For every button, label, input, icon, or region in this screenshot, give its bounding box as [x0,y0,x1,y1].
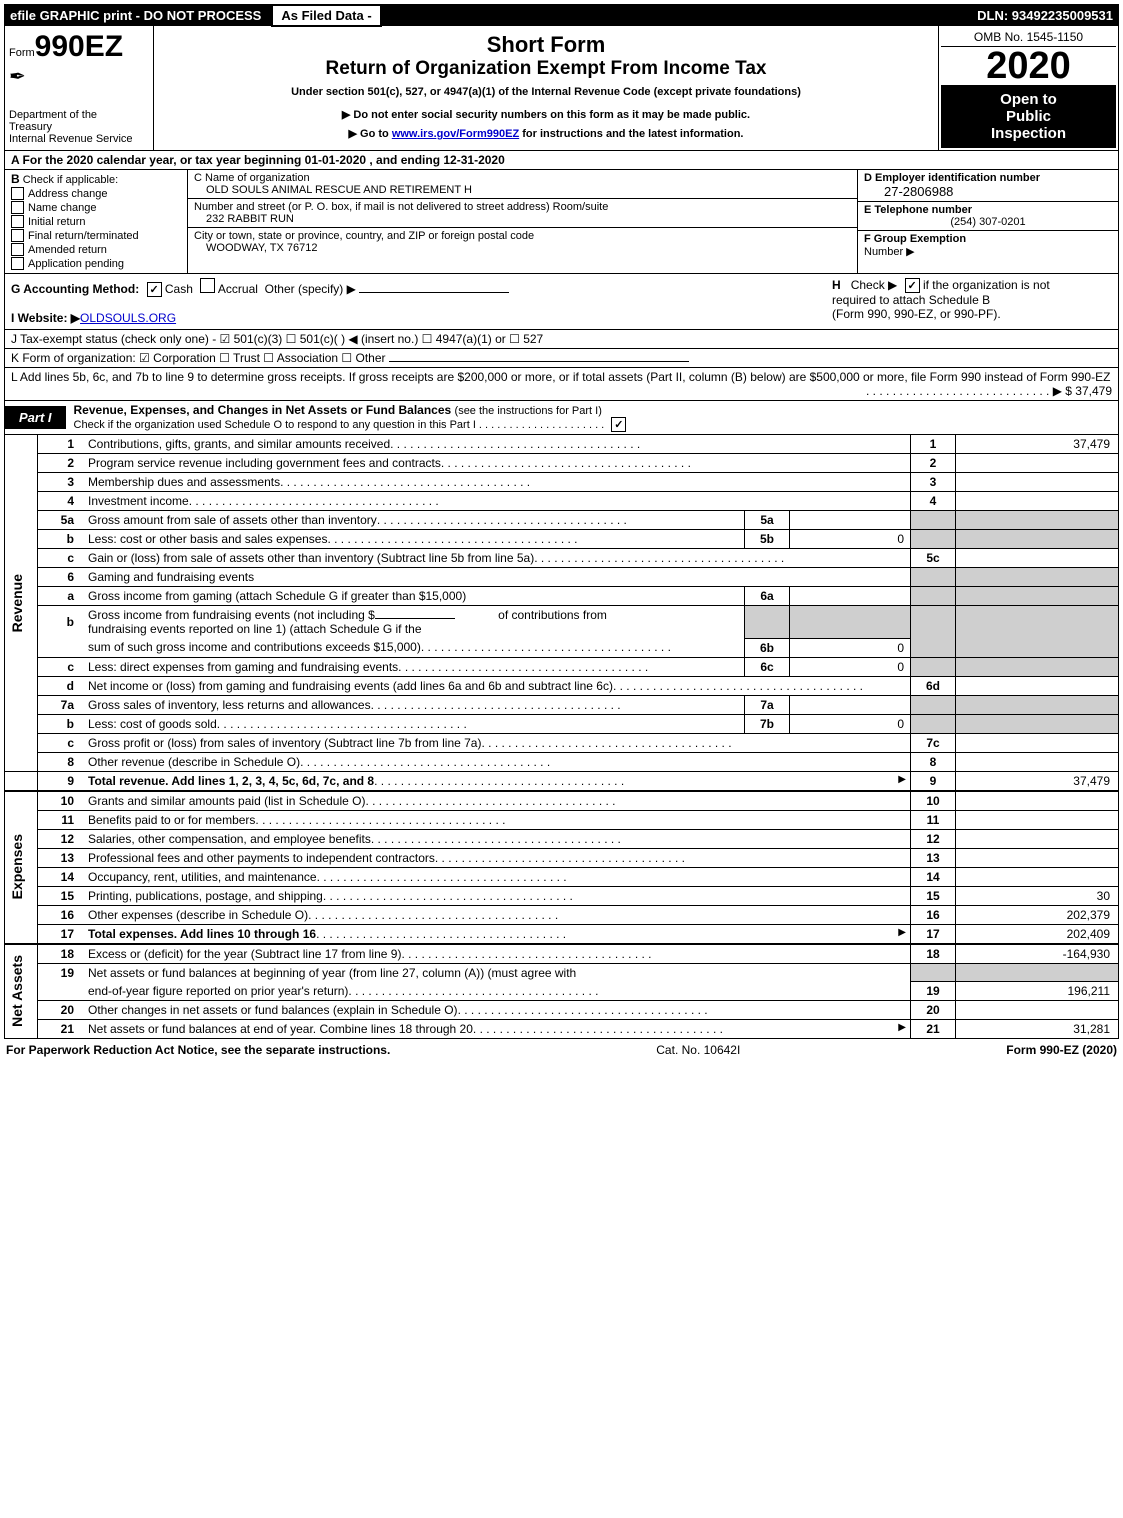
side-revenue: Revenue [9,574,25,632]
title-return: Return of Organization Exempt From Incom… [164,58,928,80]
form-prefix: Form [9,47,35,59]
val-12 [956,829,1119,848]
i-label: I Website: ▶ [11,311,80,325]
d-label: D Employer identification number [864,172,1040,184]
part-1-label: Part I [5,406,66,429]
efile-label: efile GRAPHIC print - DO NOT PROCESS [4,6,267,25]
chk-accrual[interactable] [200,278,215,293]
val-17: 202,409 [956,924,1119,944]
org-name: OLD SOULS ANIMAL RESCUE AND RETIREMENT H [194,184,851,196]
val-2 [956,454,1119,473]
section-c: C Name of organization OLD SOULS ANIMAL … [188,170,857,273]
val-15: 30 [956,886,1119,905]
section-b-c-d: B Check if applicable: Address change Na… [4,170,1119,274]
section-d-e-f: D Employer identification number 27-2806… [857,170,1118,273]
val-5c [956,549,1119,568]
chk-amended-return[interactable]: Amended return [11,243,181,256]
val-6c: 0 [790,657,911,676]
val-1: 37,479 [956,435,1119,454]
goto-post: for instructions and the latest informat… [519,128,743,140]
website-link[interactable]: OLDSOULS.ORG [80,311,176,325]
part-1-table: Revenue 1 Contributions, gifts, grants, … [4,435,1119,1039]
chk-schedule-b[interactable]: ✓ [905,278,920,293]
val-5a [790,511,911,530]
val-7a [790,695,911,714]
row-a-taxyear: A For the 2020 calendar year, or tax yea… [4,151,1119,170]
title-short-form: Short Form [164,32,928,58]
open-to-public: Open to Public Inspection [941,85,1116,148]
val-9: 37,479 [956,771,1119,791]
val-6a [790,587,911,606]
val-8 [956,752,1119,771]
chk-name-change[interactable]: Name change [11,201,181,214]
val-11 [956,810,1119,829]
chk-schedule-o[interactable]: ✓ [611,417,626,432]
val-3 [956,473,1119,492]
ein-value: 27-2806988 [864,184,1112,199]
side-expenses: Expenses [9,834,25,899]
val-16: 202,379 [956,905,1119,924]
val-10 [956,791,1119,811]
dept-line2: Treasury [9,121,52,133]
f-label: F Group Exemption [864,233,966,245]
row-k: K Form of organization: ☑ Corporation ☐ … [4,349,1119,368]
footer-right: Form 990-EZ (2020) [1006,1043,1117,1057]
goto-link[interactable]: www.irs.gov/Form990EZ [392,128,519,140]
org-city: WOODWAY, TX 76712 [194,242,851,254]
part-1-header: Part I Revenue, Expenses, and Changes in… [4,401,1119,435]
chk-application-pending[interactable]: Application pending [11,257,181,270]
chk-final-return[interactable]: Final return/terminated [11,229,181,242]
section-g-h: G Accounting Method: ✓ Cash Accrual Othe… [4,274,1119,330]
chk-initial-return[interactable]: Initial return [11,215,181,228]
val-14 [956,867,1119,886]
row-j: J Tax-exempt status (check only one) - ☑… [4,330,1119,349]
val-19: 196,211 [956,982,1119,1001]
val-20 [956,1001,1119,1020]
addr-label: Number and street (or P. O. box, if mail… [194,201,851,213]
gross-receipts: ▶ $ 37,479 [1053,384,1112,398]
val-4 [956,492,1119,511]
chk-cash[interactable]: ✓ [147,282,162,297]
e-label: E Telephone number [864,204,972,216]
f-label2: Number ▶ [864,246,915,258]
top-bar: efile GRAPHIC print - DO NOT PROCESS As … [4,4,1119,26]
row-l: L Add lines 5b, 6c, and 7b to line 9 to … [4,368,1119,401]
dept-line3: Internal Revenue Service [9,133,133,145]
val-6b: 0 [790,638,911,657]
side-net-assets: Net Assets [9,955,25,1027]
val-21: 31,281 [956,1020,1119,1039]
footer-cat: Cat. No. 10642I [390,1043,1006,1057]
chk-address-change[interactable]: Address change [11,187,181,200]
phone-value: (254) 307-0201 [864,216,1112,228]
val-5b: 0 [790,530,911,549]
form-header: Form990EZ ✒ Department of the Treasury I… [4,26,1119,151]
form-number: 990EZ [35,30,123,63]
as-filed-label: As Filed Data - [271,4,381,27]
footer-left: For Paperwork Reduction Act Notice, see … [6,1043,390,1057]
val-7c [956,733,1119,752]
val-7b: 0 [790,714,911,733]
section-b: B Check if applicable: Address change Na… [5,170,188,273]
under-section: Under section 501(c), 527, or 4947(a)(1)… [164,86,928,98]
page-footer: For Paperwork Reduction Act Notice, see … [4,1039,1119,1057]
dln-label: DLN: 93492235009531 [971,6,1119,25]
val-18: -164,930 [956,944,1119,964]
tax-year: 2020 [941,47,1116,85]
val-6d [956,676,1119,695]
city-label: City or town, state or province, country… [194,230,851,242]
ssn-warning: ▶ Do not enter social security numbers o… [164,108,928,121]
g-label: G Accounting Method: [11,282,139,296]
c-label: C Name of organization [194,172,851,184]
val-13 [956,848,1119,867]
goto-pre: ▶ Go to [349,128,392,140]
org-address: 232 RABBIT RUN [194,213,851,225]
dept-line1: Department of the [9,109,97,121]
section-h: H Check ▶ ✓ if the organization is not r… [826,274,1118,329]
